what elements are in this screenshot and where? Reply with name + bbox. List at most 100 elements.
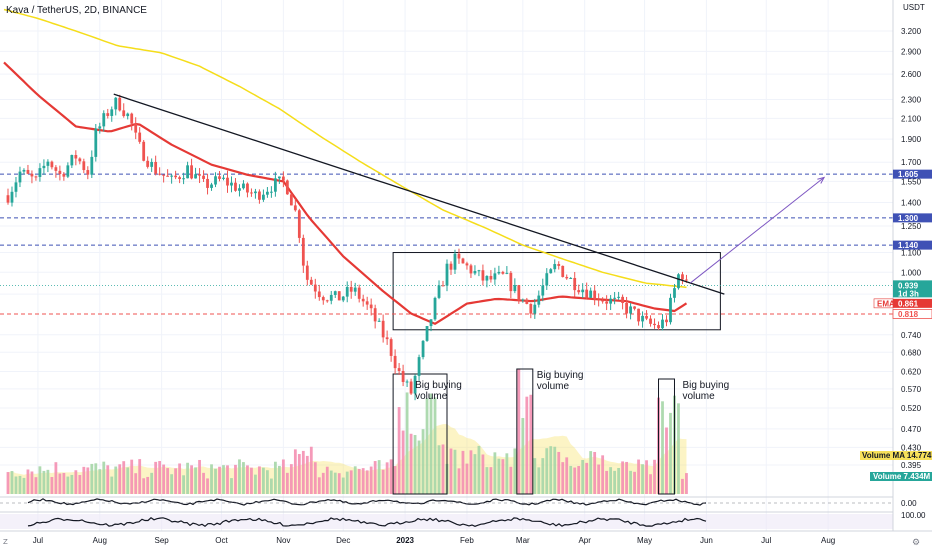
oscillator-panel-2 xyxy=(0,514,893,529)
volume-bar xyxy=(493,452,497,494)
candle xyxy=(321,295,325,305)
candle-body xyxy=(186,165,189,179)
candle xyxy=(581,283,585,299)
svg-text:Z: Z xyxy=(3,538,8,546)
candle xyxy=(429,319,433,332)
volume-bar xyxy=(573,467,577,494)
candle-body xyxy=(130,113,134,124)
volume-bar xyxy=(405,392,409,494)
time-axis[interactable]: Jul Aug Sep Oct Nov Dec 2023 Feb Mar Apr May Jun Jul… xyxy=(33,536,835,545)
candle xyxy=(154,155,158,176)
candle-body xyxy=(38,168,42,177)
candle-body xyxy=(405,381,409,383)
volume-bar xyxy=(285,472,289,494)
candle-body xyxy=(413,375,417,394)
candle-body xyxy=(134,123,138,133)
volume-bar xyxy=(50,477,54,494)
candle-body xyxy=(86,170,90,175)
candle-body xyxy=(513,285,517,292)
candle xyxy=(26,164,30,175)
candle-body xyxy=(202,175,205,179)
volume-bar xyxy=(421,429,425,494)
volume-bar xyxy=(134,473,138,494)
volume-bar xyxy=(361,468,365,494)
volume-bar xyxy=(501,459,505,494)
candle xyxy=(653,318,656,329)
candle-body xyxy=(489,275,493,280)
candle xyxy=(361,294,365,307)
volume-bar xyxy=(581,459,585,494)
candle-body xyxy=(70,154,74,166)
oscillator-panel-1 xyxy=(0,498,893,506)
candle-body xyxy=(673,288,676,298)
volume-bar xyxy=(58,473,62,494)
candle-body xyxy=(389,339,393,356)
candle xyxy=(533,298,537,319)
volume-bar xyxy=(637,459,640,494)
volume-bar xyxy=(102,461,106,494)
candle xyxy=(501,270,505,275)
candle xyxy=(573,271,577,297)
candle-body xyxy=(305,265,309,280)
candle xyxy=(449,261,453,275)
candle xyxy=(98,122,102,134)
settings-icon[interactable]: ⚙ xyxy=(912,538,920,548)
candle-body xyxy=(393,355,397,369)
candle-body xyxy=(677,274,680,289)
y-tick-label: 0.680 xyxy=(901,348,922,357)
candle-body xyxy=(102,113,106,127)
badge-0818-border xyxy=(892,309,932,319)
candle-body xyxy=(477,270,481,272)
y-tick-label: 1.250 xyxy=(901,222,922,231)
volume-bar xyxy=(369,466,373,494)
candle-body xyxy=(277,176,281,179)
last-price-countdown: 1d 3h xyxy=(898,289,919,298)
volume-ma-text: Volume MA 14.774M xyxy=(862,451,932,460)
volume-bar xyxy=(154,461,158,494)
x-tick-label: Aug xyxy=(821,536,835,545)
volume-bar xyxy=(425,398,429,494)
candle-body xyxy=(617,296,621,298)
candle-body xyxy=(593,290,597,300)
candle xyxy=(561,265,565,278)
volume-bar xyxy=(417,440,421,494)
candle-body xyxy=(269,191,273,193)
volume-bar xyxy=(230,478,233,494)
candle xyxy=(118,94,122,112)
y-tick-label: 2.100 xyxy=(901,114,922,123)
volume-bar xyxy=(202,472,205,494)
candle xyxy=(174,170,178,180)
candle-body xyxy=(22,169,26,172)
candle xyxy=(90,150,94,179)
osc1-zero-label: 0.00 xyxy=(901,499,917,508)
volume-bar xyxy=(329,470,333,494)
candle-body xyxy=(30,173,34,177)
candle-body xyxy=(629,306,632,314)
volume-bar xyxy=(182,475,185,494)
volume-bar xyxy=(669,412,672,494)
zoom-icon[interactable]: Z xyxy=(3,538,8,546)
volume-bar xyxy=(649,474,652,494)
candle xyxy=(409,378,413,395)
candle xyxy=(517,284,521,304)
last-price-bg xyxy=(893,280,932,298)
volume-bar xyxy=(497,458,501,494)
candle-body xyxy=(569,277,573,279)
candle xyxy=(417,354,421,381)
ema-badge: EMA 0.861 xyxy=(873,298,932,308)
horizontal-levels xyxy=(0,173,893,315)
volume-highlight-box xyxy=(658,378,675,495)
volume-bar xyxy=(337,473,341,494)
candle xyxy=(6,188,10,205)
candles xyxy=(6,94,688,401)
volume-bar xyxy=(198,459,201,494)
volume-bar xyxy=(226,465,229,494)
volume-bar xyxy=(629,470,632,494)
volume-bar xyxy=(437,445,441,494)
currency-label: USDT xyxy=(903,3,925,12)
candle xyxy=(609,295,613,311)
volume-ma-bg xyxy=(860,451,932,460)
candle xyxy=(493,267,497,285)
candle-body xyxy=(369,304,373,309)
